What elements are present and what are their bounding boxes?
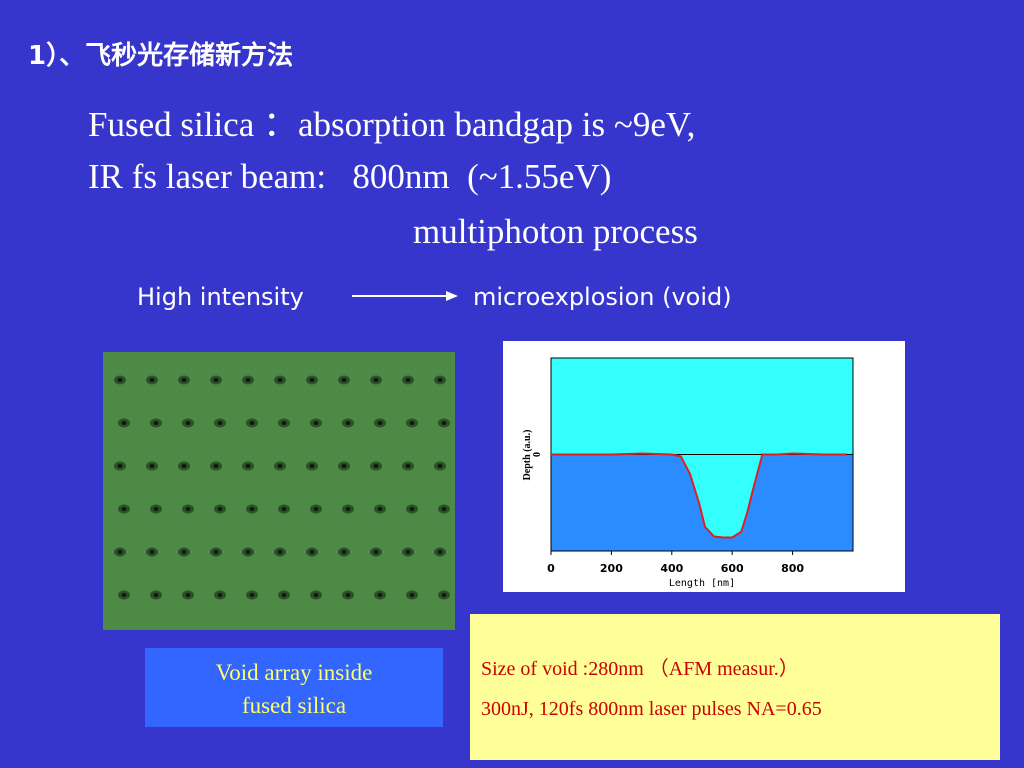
void-dot-center — [437, 550, 443, 554]
void-dot-center — [121, 593, 127, 597]
void-dot-center — [377, 593, 383, 597]
void-dot-center — [405, 464, 411, 468]
void-dot-center — [281, 507, 287, 511]
void-dot-center — [345, 593, 351, 597]
void-dot-center — [185, 593, 191, 597]
void-dot-center — [437, 464, 443, 468]
profile-line — [551, 452, 847, 539]
void-dot-center — [213, 378, 219, 382]
micrograph — [103, 352, 455, 630]
void-dot-center — [441, 507, 447, 511]
micrograph-bg — [103, 352, 455, 630]
void-dot-center — [153, 507, 159, 511]
void-dot-center — [313, 593, 319, 597]
x-tick-label: 0 — [547, 562, 555, 575]
body-line: multiphoton process — [413, 212, 698, 251]
void-dot-center — [441, 593, 447, 597]
void-dot-center — [409, 421, 415, 425]
void-dot-center — [117, 378, 123, 382]
void-dot-center — [153, 421, 159, 425]
void-dot-center — [341, 464, 347, 468]
void-dot-center — [117, 464, 123, 468]
caption: Void array inside — [216, 660, 373, 685]
void-dot-center — [345, 507, 351, 511]
void-dot-center — [249, 507, 255, 511]
void-dot-center — [181, 464, 187, 468]
void-dot-center — [149, 550, 155, 554]
y-axis-label: Depth (a.u.) — [522, 430, 533, 481]
void-dot-center — [409, 593, 415, 597]
void-dot-center — [373, 378, 379, 382]
caption-box — [145, 648, 443, 727]
x-axis-label: Length [nm] — [669, 578, 735, 589]
void-dot-center — [437, 378, 443, 382]
caption: fused silica — [242, 693, 346, 718]
arrow-from: High intensity — [137, 283, 304, 311]
void-dot-center — [149, 378, 155, 382]
void-dot-center — [117, 550, 123, 554]
void-dot-center — [277, 378, 283, 382]
void-dot-center — [245, 464, 251, 468]
void-dot-center — [213, 464, 219, 468]
void-dot-center — [217, 421, 223, 425]
body-line: Fused silica ：absorption bandgap is ~9eV… — [88, 105, 695, 144]
void-dot-center — [313, 507, 319, 511]
arrow-to: microexplosion (void) — [473, 283, 732, 311]
void-dot-center — [245, 550, 251, 554]
body-line: IR fs laser beam: 800nm (~1.55eV) — [88, 157, 611, 196]
title: 1）、飞秒光存储新方法 — [28, 40, 293, 71]
void-dot-center — [409, 507, 415, 511]
void-dot-center — [405, 378, 411, 382]
void-dot-center — [281, 593, 287, 597]
void-dot-center — [249, 421, 255, 425]
x-tick-label: 400 — [660, 562, 683, 575]
dip-fill — [551, 454, 847, 538]
arrow-head — [446, 291, 458, 301]
void-dot-center — [217, 507, 223, 511]
x-tick-label: 800 — [781, 562, 804, 575]
void-dot-center — [373, 550, 379, 554]
void-dot-center — [149, 464, 155, 468]
void-dot-center — [249, 593, 255, 597]
void-dot-center — [405, 550, 411, 554]
void-dot-center — [217, 593, 223, 597]
void-dot-center — [309, 378, 315, 382]
void-dot-center — [181, 378, 187, 382]
void-dot-center — [185, 421, 191, 425]
note-box — [470, 614, 1000, 760]
void-dot-center — [377, 421, 383, 425]
void-dot-center — [121, 507, 127, 511]
void-dot-center — [281, 421, 287, 425]
void-dot-center — [277, 464, 283, 468]
void-dot-center — [341, 378, 347, 382]
void-dot-center — [377, 507, 383, 511]
void-dot-center — [441, 421, 447, 425]
void-dot-center — [345, 421, 351, 425]
note-line: Size of void :280nm （AFM measur.） — [481, 657, 799, 680]
y-tick-label: 0 — [532, 452, 543, 457]
void-dot-center — [181, 550, 187, 554]
void-dot-center — [185, 507, 191, 511]
void-dot-center — [341, 550, 347, 554]
void-dot-center — [153, 593, 159, 597]
void-dot-center — [309, 550, 315, 554]
x-tick-label: 200 — [600, 562, 623, 575]
x-tick-label: 600 — [721, 562, 744, 575]
note-line: 300nJ, 120fs 800nm laser pulses NA=0.65 — [481, 698, 822, 720]
void-dot-center — [213, 550, 219, 554]
void-dot-center — [313, 421, 319, 425]
void-dot-center — [309, 464, 315, 468]
void-dot-center — [277, 550, 283, 554]
void-dot-center — [245, 378, 251, 382]
chart: 0 0 200 400 600 800 Length [nm] Depth (a.u.) — [522, 357, 854, 589]
void-dot-center — [121, 421, 127, 425]
void-dot-center — [373, 464, 379, 468]
